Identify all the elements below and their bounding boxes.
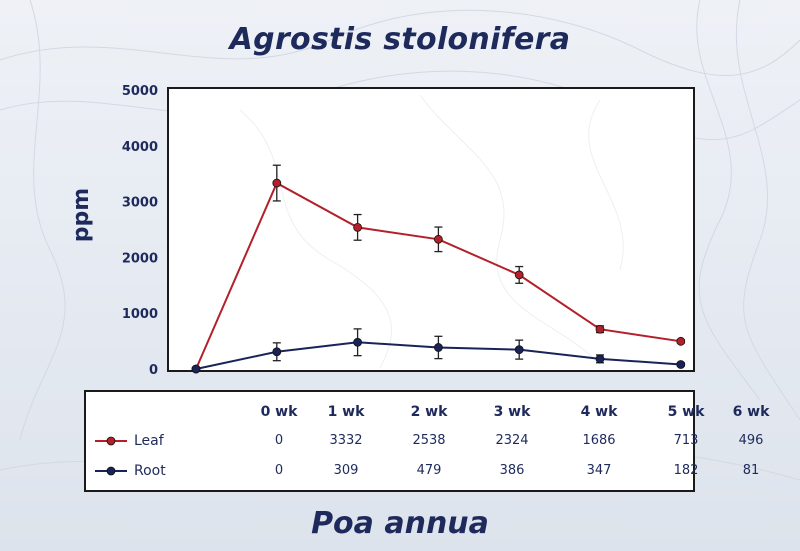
- chart-title: Agrostis stolonifera: [229, 22, 571, 57]
- series-root: [191, 328, 686, 374]
- table-header-cell: 1 wk: [327, 404, 365, 420]
- data-point-root: [433, 343, 443, 352]
- table-cell: 713: [673, 433, 699, 448]
- table-cell: 479: [416, 463, 442, 478]
- y-tick-label: 2000: [122, 251, 158, 266]
- table-cell: 0: [274, 463, 284, 478]
- data-point-root: [353, 337, 363, 347]
- table-cell: 1686: [582, 433, 616, 448]
- data-point-leaf: [676, 336, 686, 346]
- table-header-cell: 6 wk: [732, 404, 770, 420]
- legend-label-root: Root: [134, 463, 166, 479]
- table-cell: 3332: [329, 433, 363, 448]
- y-tick-label: 3000: [122, 196, 158, 211]
- table-cell: 496: [738, 433, 764, 448]
- data-point-root: [514, 345, 524, 355]
- y-tick-label: 5000: [122, 84, 158, 99]
- y-tick-label: 4000: [122, 140, 158, 155]
- table-cell: 309: [333, 463, 359, 478]
- table-cell: 386: [499, 463, 525, 478]
- table-header-cell: 5 wk: [667, 404, 705, 420]
- y-tick-label: 1000: [122, 307, 158, 322]
- data-point-leaf: [595, 324, 605, 334]
- legend-label-leaf: Leaf: [134, 433, 164, 449]
- table-cell: 2324: [495, 433, 529, 448]
- table-cell: 2538: [412, 433, 446, 448]
- y-axis-ticks: 0 1000 2000 3000 4000 5000: [122, 84, 158, 378]
- legend-key-leaf: [95, 436, 127, 446]
- plot-area: [167, 87, 695, 372]
- table-header-cell: 3 wk: [493, 404, 531, 420]
- table-cell: 0: [274, 433, 284, 448]
- data-point-root: [191, 364, 201, 374]
- data-point-leaf: [433, 234, 443, 244]
- y-tick-label: 0: [149, 363, 158, 378]
- chart-subtitle: Poa annua: [311, 506, 489, 541]
- legend-key-root: [95, 466, 127, 476]
- table-header-cell: 4 wk: [580, 404, 618, 420]
- table-header-cell: 2 wk: [410, 404, 448, 420]
- data-point-root: [272, 347, 282, 357]
- table-cell: 81: [742, 463, 760, 478]
- table-cell: 347: [586, 463, 612, 478]
- data-point-root: [676, 360, 686, 369]
- data-point-leaf: [272, 178, 282, 188]
- table-cell: 182: [673, 463, 699, 478]
- data-point-leaf: [514, 270, 524, 280]
- series-layer: [191, 164, 686, 374]
- data-point-leaf: [353, 222, 363, 232]
- y-axis-label: ppm: [69, 188, 94, 242]
- data-point-root: [595, 354, 605, 364]
- table-header-cell: 0 wk: [260, 404, 298, 420]
- plot-watermark: [239, 94, 624, 369]
- data-table: 0 wk 1 wk 2 wk 3 wk 4 wk 5 wk 6 wk Leaf 0 3332 25…: [84, 390, 769, 492]
